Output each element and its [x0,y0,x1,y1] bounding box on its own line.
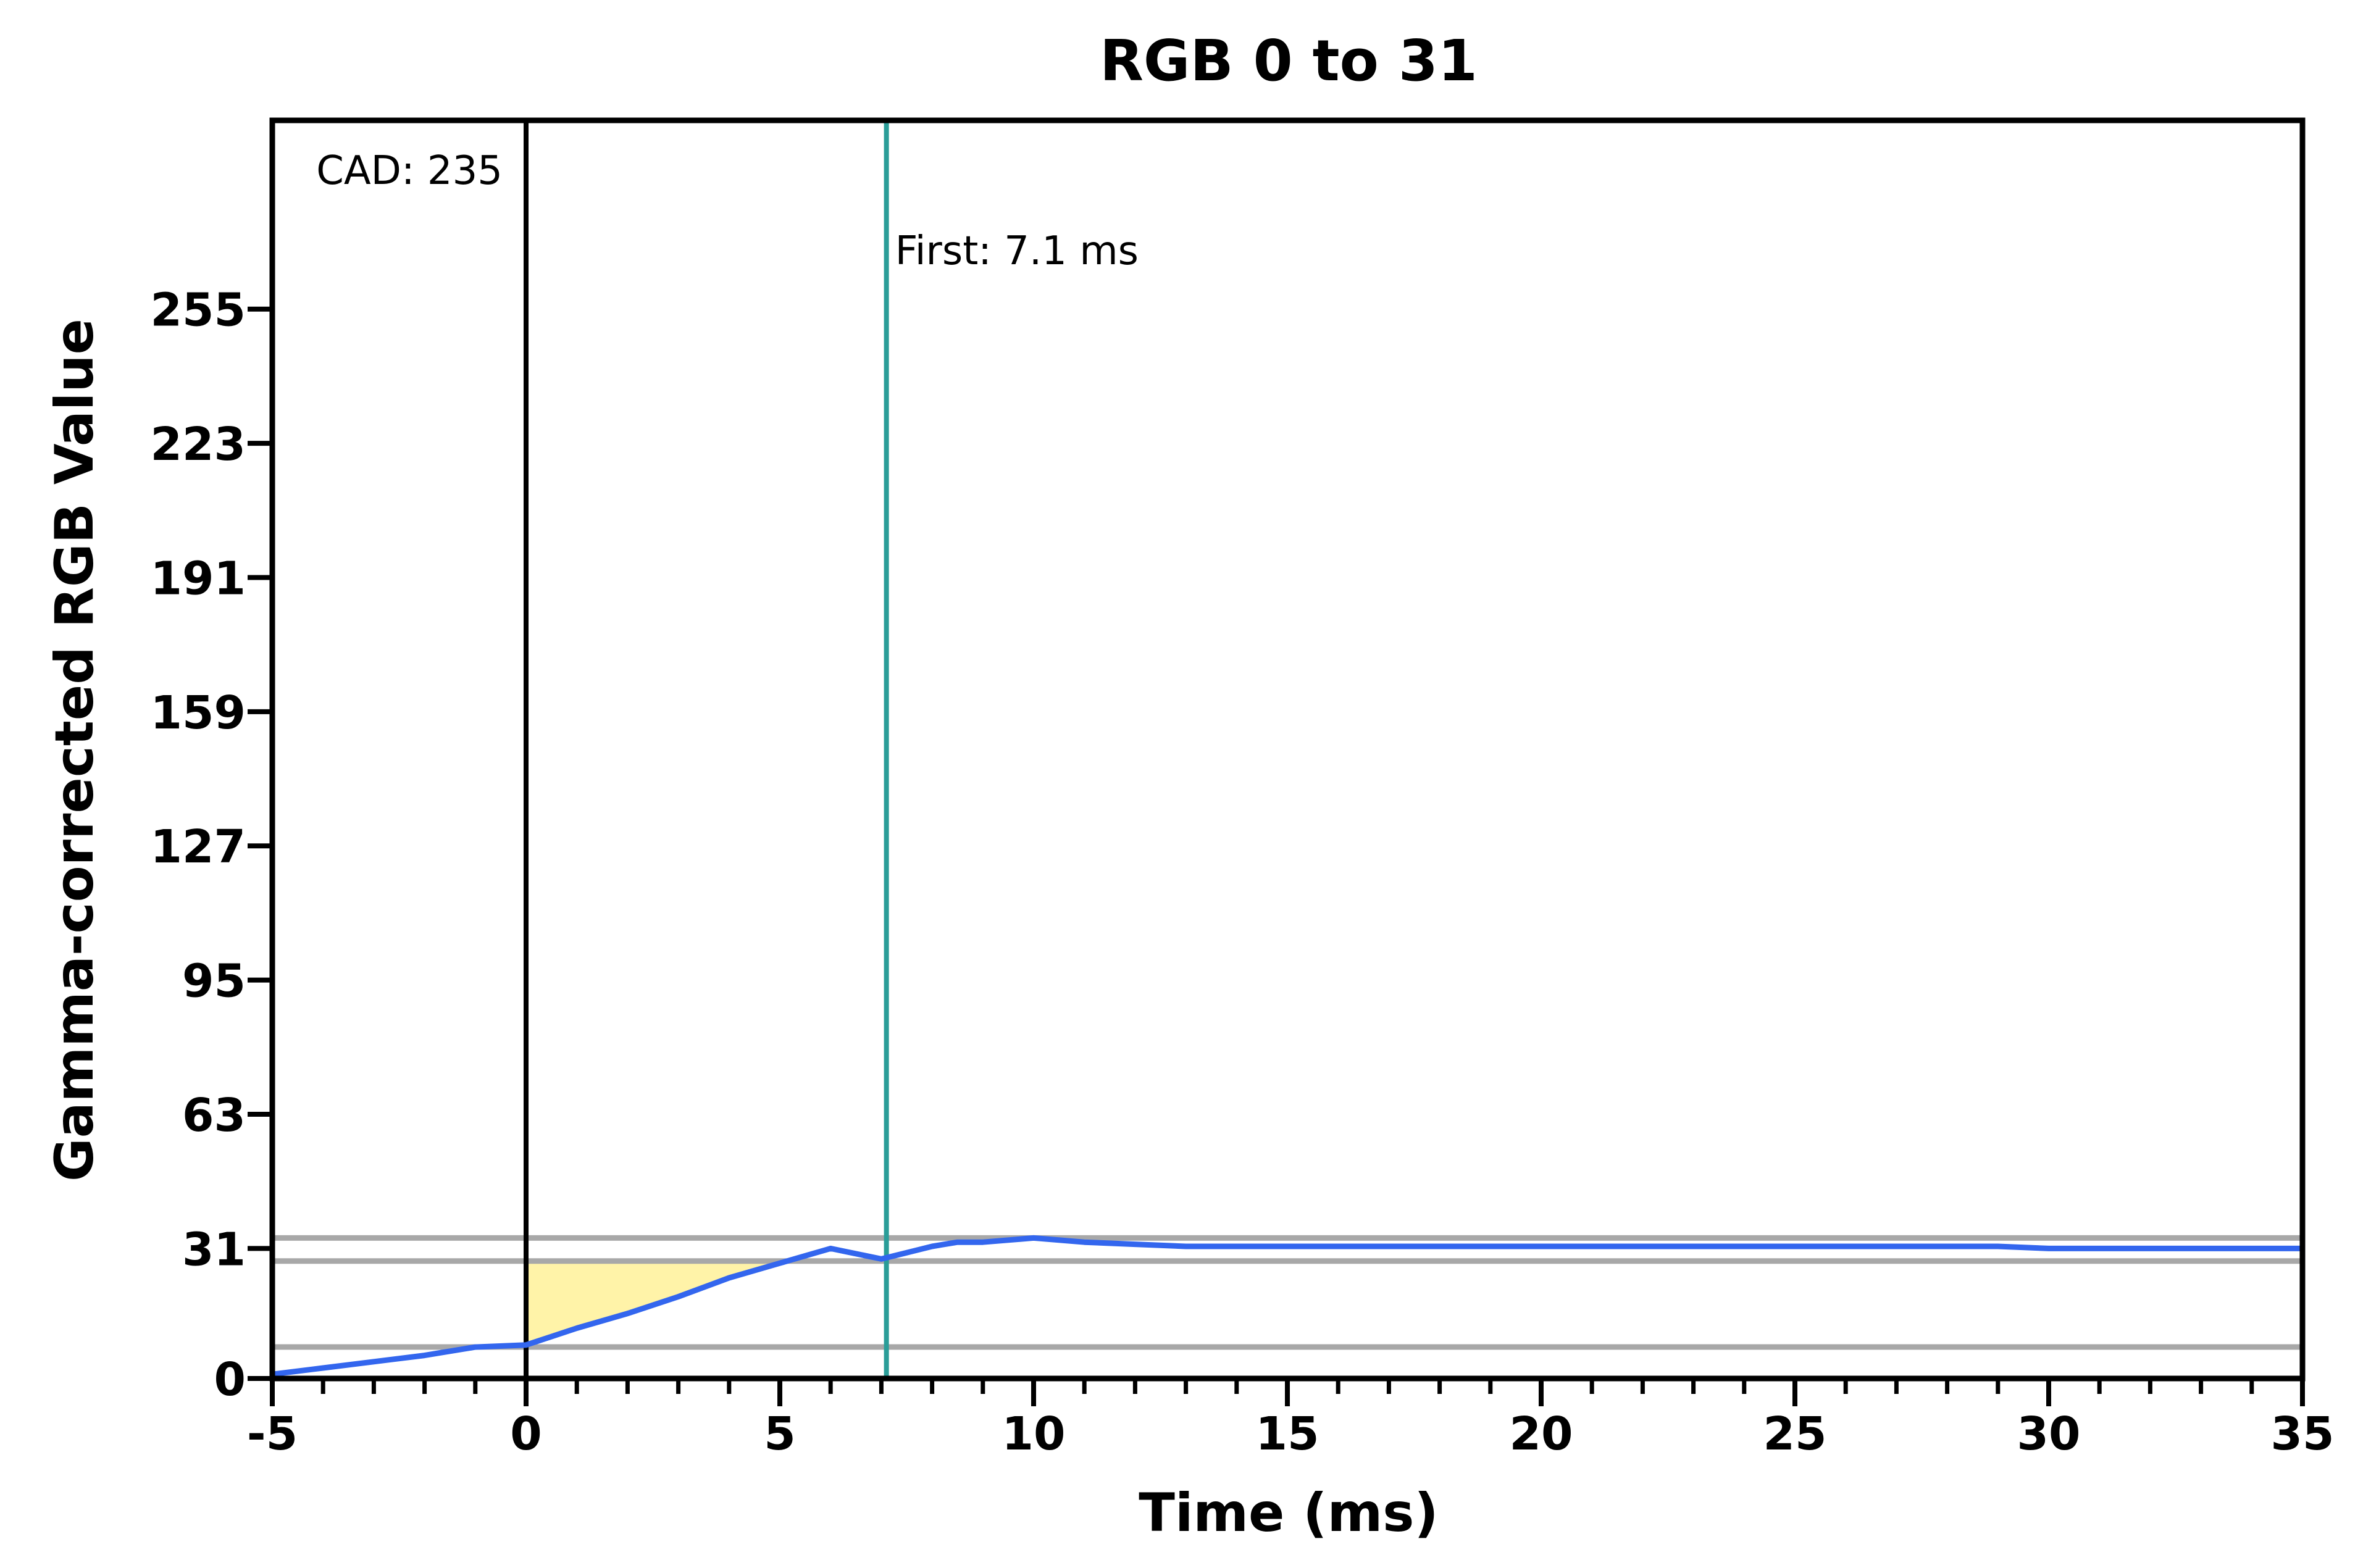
x-tick-label: 20 [1510,1407,1573,1461]
y-tick-label: 63 [182,1089,246,1142]
y-tick-label: 127 [151,820,246,874]
y-tick-label: 31 [182,1223,246,1276]
y-tick-label: 191 [151,552,246,605]
y-tick-label: 223 [151,418,246,471]
y-tick-label: 159 [151,686,246,740]
x-tick-label: 5 [764,1407,796,1461]
marker-label-0: CAD: 235 [316,148,503,194]
series-line [269,1235,2306,1377]
y-tick-label: 0 [214,1353,246,1406]
marker-label-1: First: 7.1 ms [895,228,1139,274]
x-tick-label: 10 [1002,1407,1066,1461]
plot-background [272,120,2302,1378]
y-tick-label: 255 [151,284,246,337]
x-tick-label: 15 [1256,1407,1319,1461]
x-tick-label: 0 [510,1407,542,1461]
x-tick-label: 35 [2271,1407,2335,1461]
chart-title: RGB 0 to 31 [1100,28,1478,94]
x-axis-label: Time (ms) [1139,1482,1438,1544]
x-tick-label: 30 [2017,1407,2081,1461]
x-tick-label: 25 [1763,1407,1827,1461]
y-tick-label: 95 [182,955,246,1008]
x-tick-label: -5 [247,1407,298,1461]
y-axis-label: Gamma-corrected RGB Value [44,319,106,1182]
shaded-region [526,1261,887,1345]
